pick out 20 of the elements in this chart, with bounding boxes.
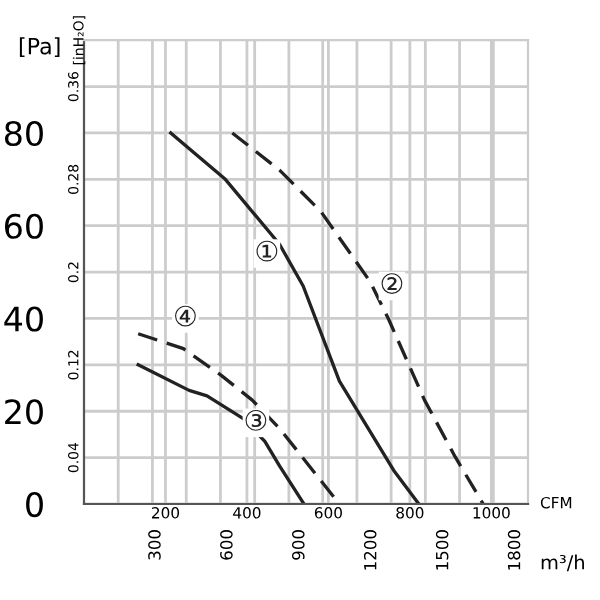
annotation: ① [256, 240, 278, 262]
x2-tick-label: 300 [148, 530, 161, 560]
y-axis-title: [Pa] [19, 37, 60, 58]
y-tick-label: 80 [4, 120, 43, 147]
y-tick-label: 60 [5, 213, 43, 239]
y-tick-label: 40 [4, 306, 43, 332]
line-series [230, 131, 485, 504]
line-series [136, 363, 306, 504]
y-tick-label: 20 [5, 399, 43, 425]
x2-tick-label: 600 [220, 530, 233, 560]
x2-axis-title: m³/h [541, 554, 584, 572]
annotation: ③ [245, 409, 267, 431]
annotation: ④ [175, 305, 196, 327]
x2-tick-label: 1500 [435, 530, 449, 570]
x2-tick-label: 1200 [363, 530, 377, 570]
x2-tick-label: 900 [292, 530, 305, 560]
line-series [169, 131, 421, 504]
x2-tick-label: 1800 [507, 530, 521, 570]
annotation: ② [381, 273, 403, 294]
y-tick-label: 0 [26, 491, 43, 518]
